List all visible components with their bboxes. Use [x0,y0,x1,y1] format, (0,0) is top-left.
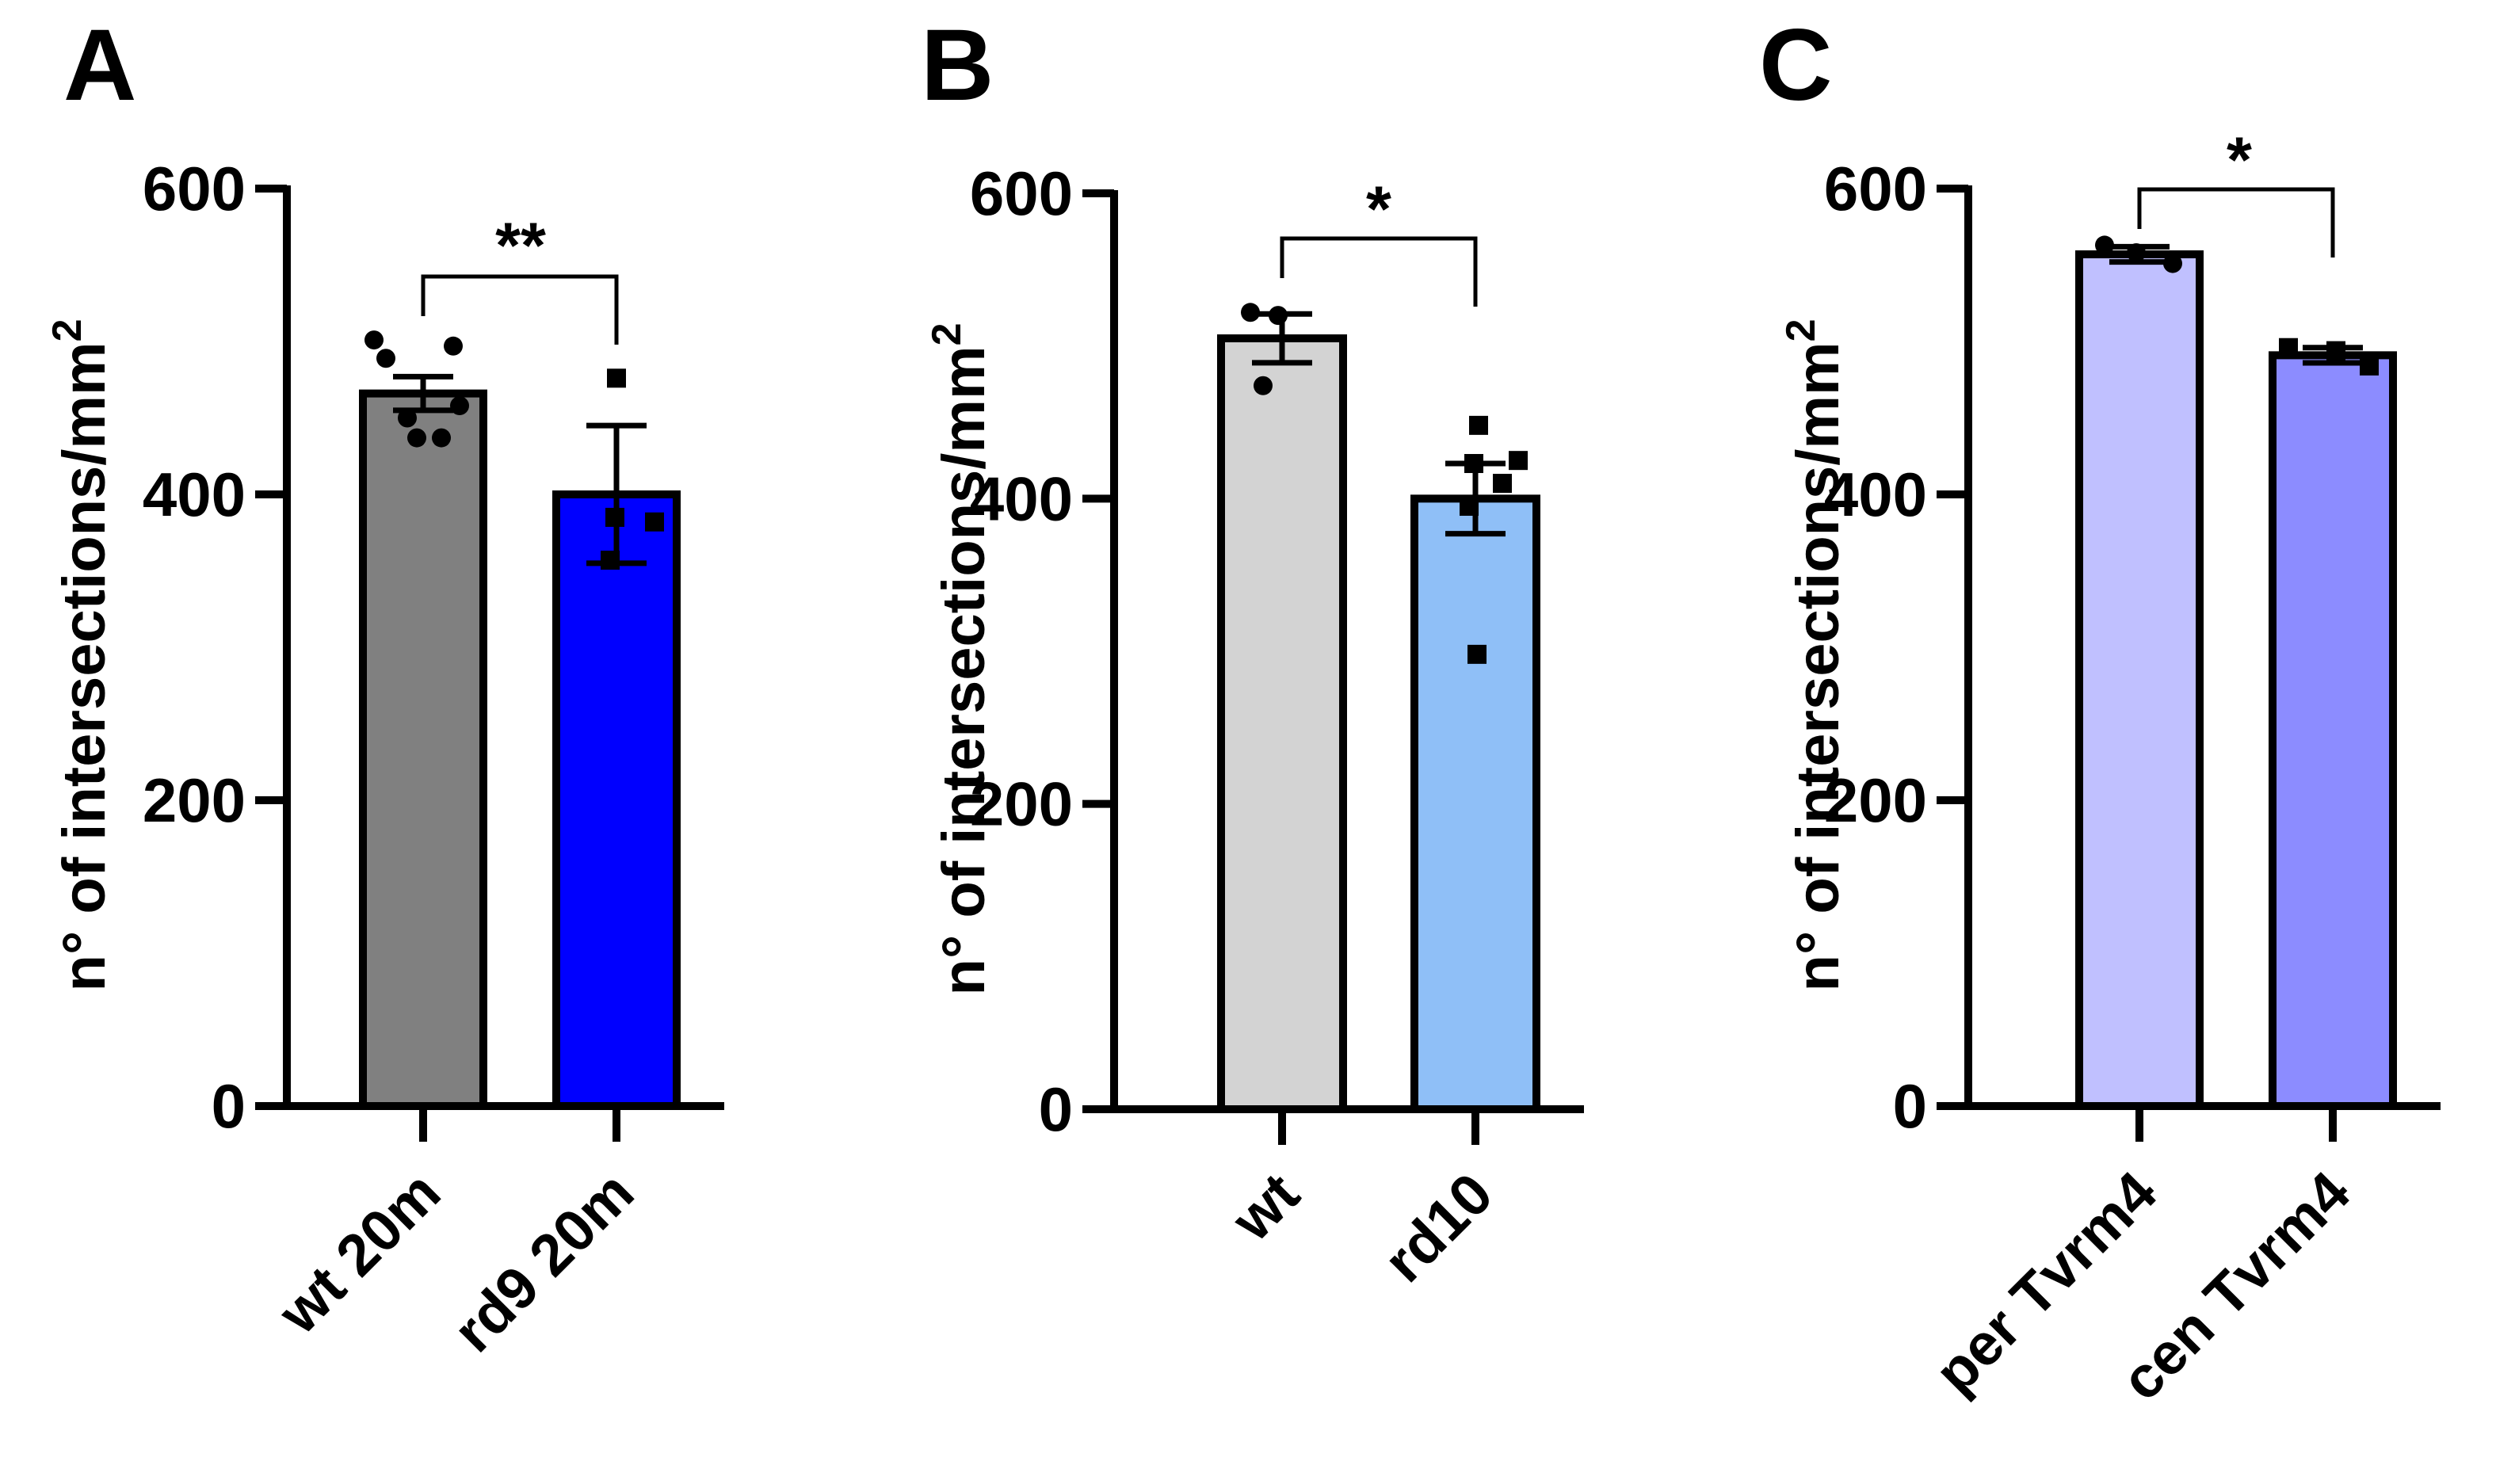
bar [359,389,487,1110]
bar [2075,250,2204,1110]
significance-label: ** [495,210,546,282]
data-point [605,507,624,527]
y-axis-label-superscript: 2 [1778,319,1824,341]
x-tick-label: wt 20m [265,1159,453,1347]
data-point [607,368,626,388]
data-point [364,330,384,350]
y-tick-label: 600 [970,158,1073,228]
x-tick-label: wt [1219,1161,1312,1254]
significance-bracket [421,274,619,345]
significance-label: * [1366,174,1391,246]
data-point [407,428,426,448]
data-point [1469,415,1488,435]
significance-bracket [2137,187,2335,258]
data-point [1269,306,1288,326]
data-point [398,408,417,428]
data-point [1460,496,1479,516]
data-point [2127,243,2146,263]
bar [1410,494,1540,1113]
data-point [1464,454,1483,474]
data-point [601,550,620,570]
x-tick-label: rd10 [1371,1161,1505,1295]
panel-a: An° of intersections/mm2 0 200 400 600 wt 20m… [44,9,724,1364]
y-tick-label: 600 [143,154,246,223]
data-point [2095,235,2114,255]
data-point [1254,376,1273,395]
y-tick-label: 0 [1039,1074,1073,1144]
x-tick-label: rd9 20m [441,1159,646,1364]
panel-b: Bn° of intersections/mm2 0 200 400 600 wt rd10… [921,9,1584,1295]
data-point [1467,644,1487,664]
y-axis-label-superscript: 2 [44,319,90,341]
y-tick-label: 400 [143,460,246,529]
y-tick-label: 600 [1824,154,1927,223]
y-tick-label: 200 [1824,765,1927,835]
data-point [1241,303,1260,322]
y-tick-label: 0 [1893,1071,1927,1141]
data-point [2360,356,2379,376]
significance-bracket [1280,236,1478,307]
y-tick-label: 0 [212,1071,246,1141]
bar [2269,351,2397,1110]
data-point [444,336,463,356]
data-point [1493,474,1512,494]
y-tick-label: 400 [970,464,1073,533]
bar [552,490,681,1110]
panel-letter: C [1759,9,1832,122]
bar [1217,334,1347,1113]
y-tick-label: 200 [970,769,1073,839]
y-axis-label: n° of intersections/mm2 [924,322,998,995]
data-point [2326,341,2345,361]
data-point [432,428,451,448]
y-axis-label: n° of intersections/mm2 [1778,319,1852,991]
data-point [376,349,395,368]
panel-letter: A [63,9,136,122]
significance-label: * [2227,124,2252,196]
y-axis-label: n° of intersections/mm2 [44,319,118,991]
panel-letter: B [921,9,994,122]
data-point [2279,338,2298,357]
y-axis-label-superscript: 2 [924,322,970,345]
y-tick-label: 200 [143,765,246,835]
data-point [450,396,469,416]
data-point [2163,254,2182,273]
y-tick-label: 400 [1824,460,1927,529]
data-point [645,512,664,532]
data-point [1509,451,1528,471]
